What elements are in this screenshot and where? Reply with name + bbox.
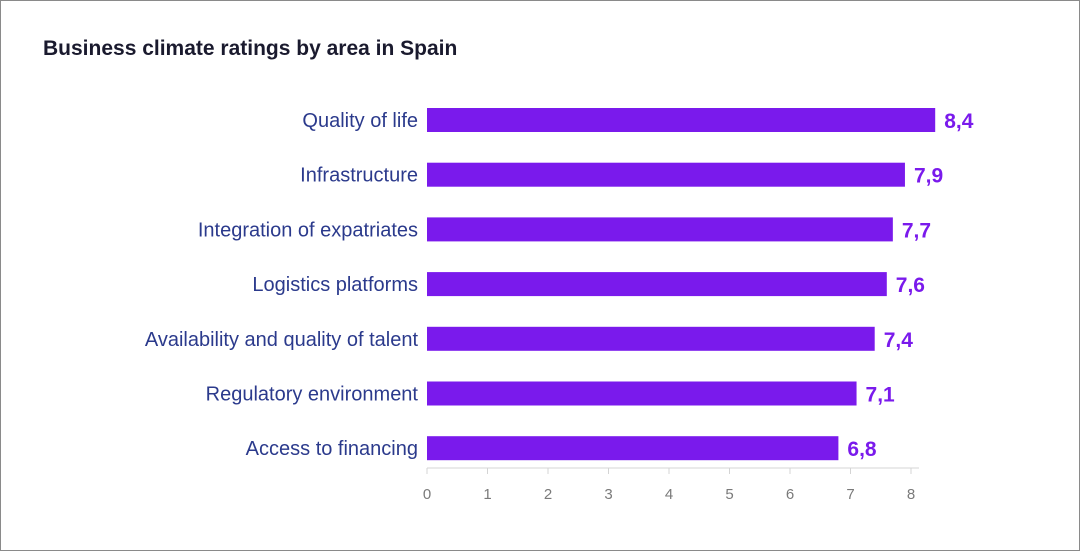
x-tick-label: 3	[604, 486, 612, 503]
category-label: Access to financing	[246, 438, 418, 460]
bar	[427, 326, 875, 351]
category-label: Infrastructure	[300, 165, 418, 187]
bar	[427, 381, 857, 406]
chart-title: Business climate ratings by area in Spai…	[43, 37, 458, 60]
x-tick-label: 6	[786, 486, 794, 503]
category-label: Quality of life	[302, 110, 418, 132]
category-label: Integration of expatriates	[198, 219, 418, 241]
bar	[427, 436, 839, 461]
x-tick-label: 5	[725, 486, 733, 503]
value-label: 8,4	[944, 110, 974, 133]
value-label: 7,4	[884, 329, 914, 352]
x-tick-label: 1	[483, 486, 491, 503]
x-tick-label: 2	[544, 486, 552, 503]
value-label: 7,1	[866, 384, 896, 407]
bar	[427, 217, 893, 242]
value-label: 7,6	[896, 274, 925, 297]
value-label: 6,8	[847, 438, 877, 461]
bar	[427, 272, 887, 297]
x-tick-label: 8	[907, 486, 915, 503]
bar	[427, 108, 936, 132]
x-tick-label: 7	[846, 486, 854, 503]
x-tick-label: 0	[423, 486, 431, 503]
category-label: Logistics platforms	[252, 274, 418, 296]
category-label: Availability and quality of talent	[145, 329, 419, 351]
value-label: 7,9	[914, 165, 943, 188]
category-label: Regulatory environment	[206, 384, 419, 406]
bar	[427, 162, 905, 187]
x-tick-label: 4	[665, 486, 673, 503]
value-label: 7,7	[902, 219, 931, 242]
